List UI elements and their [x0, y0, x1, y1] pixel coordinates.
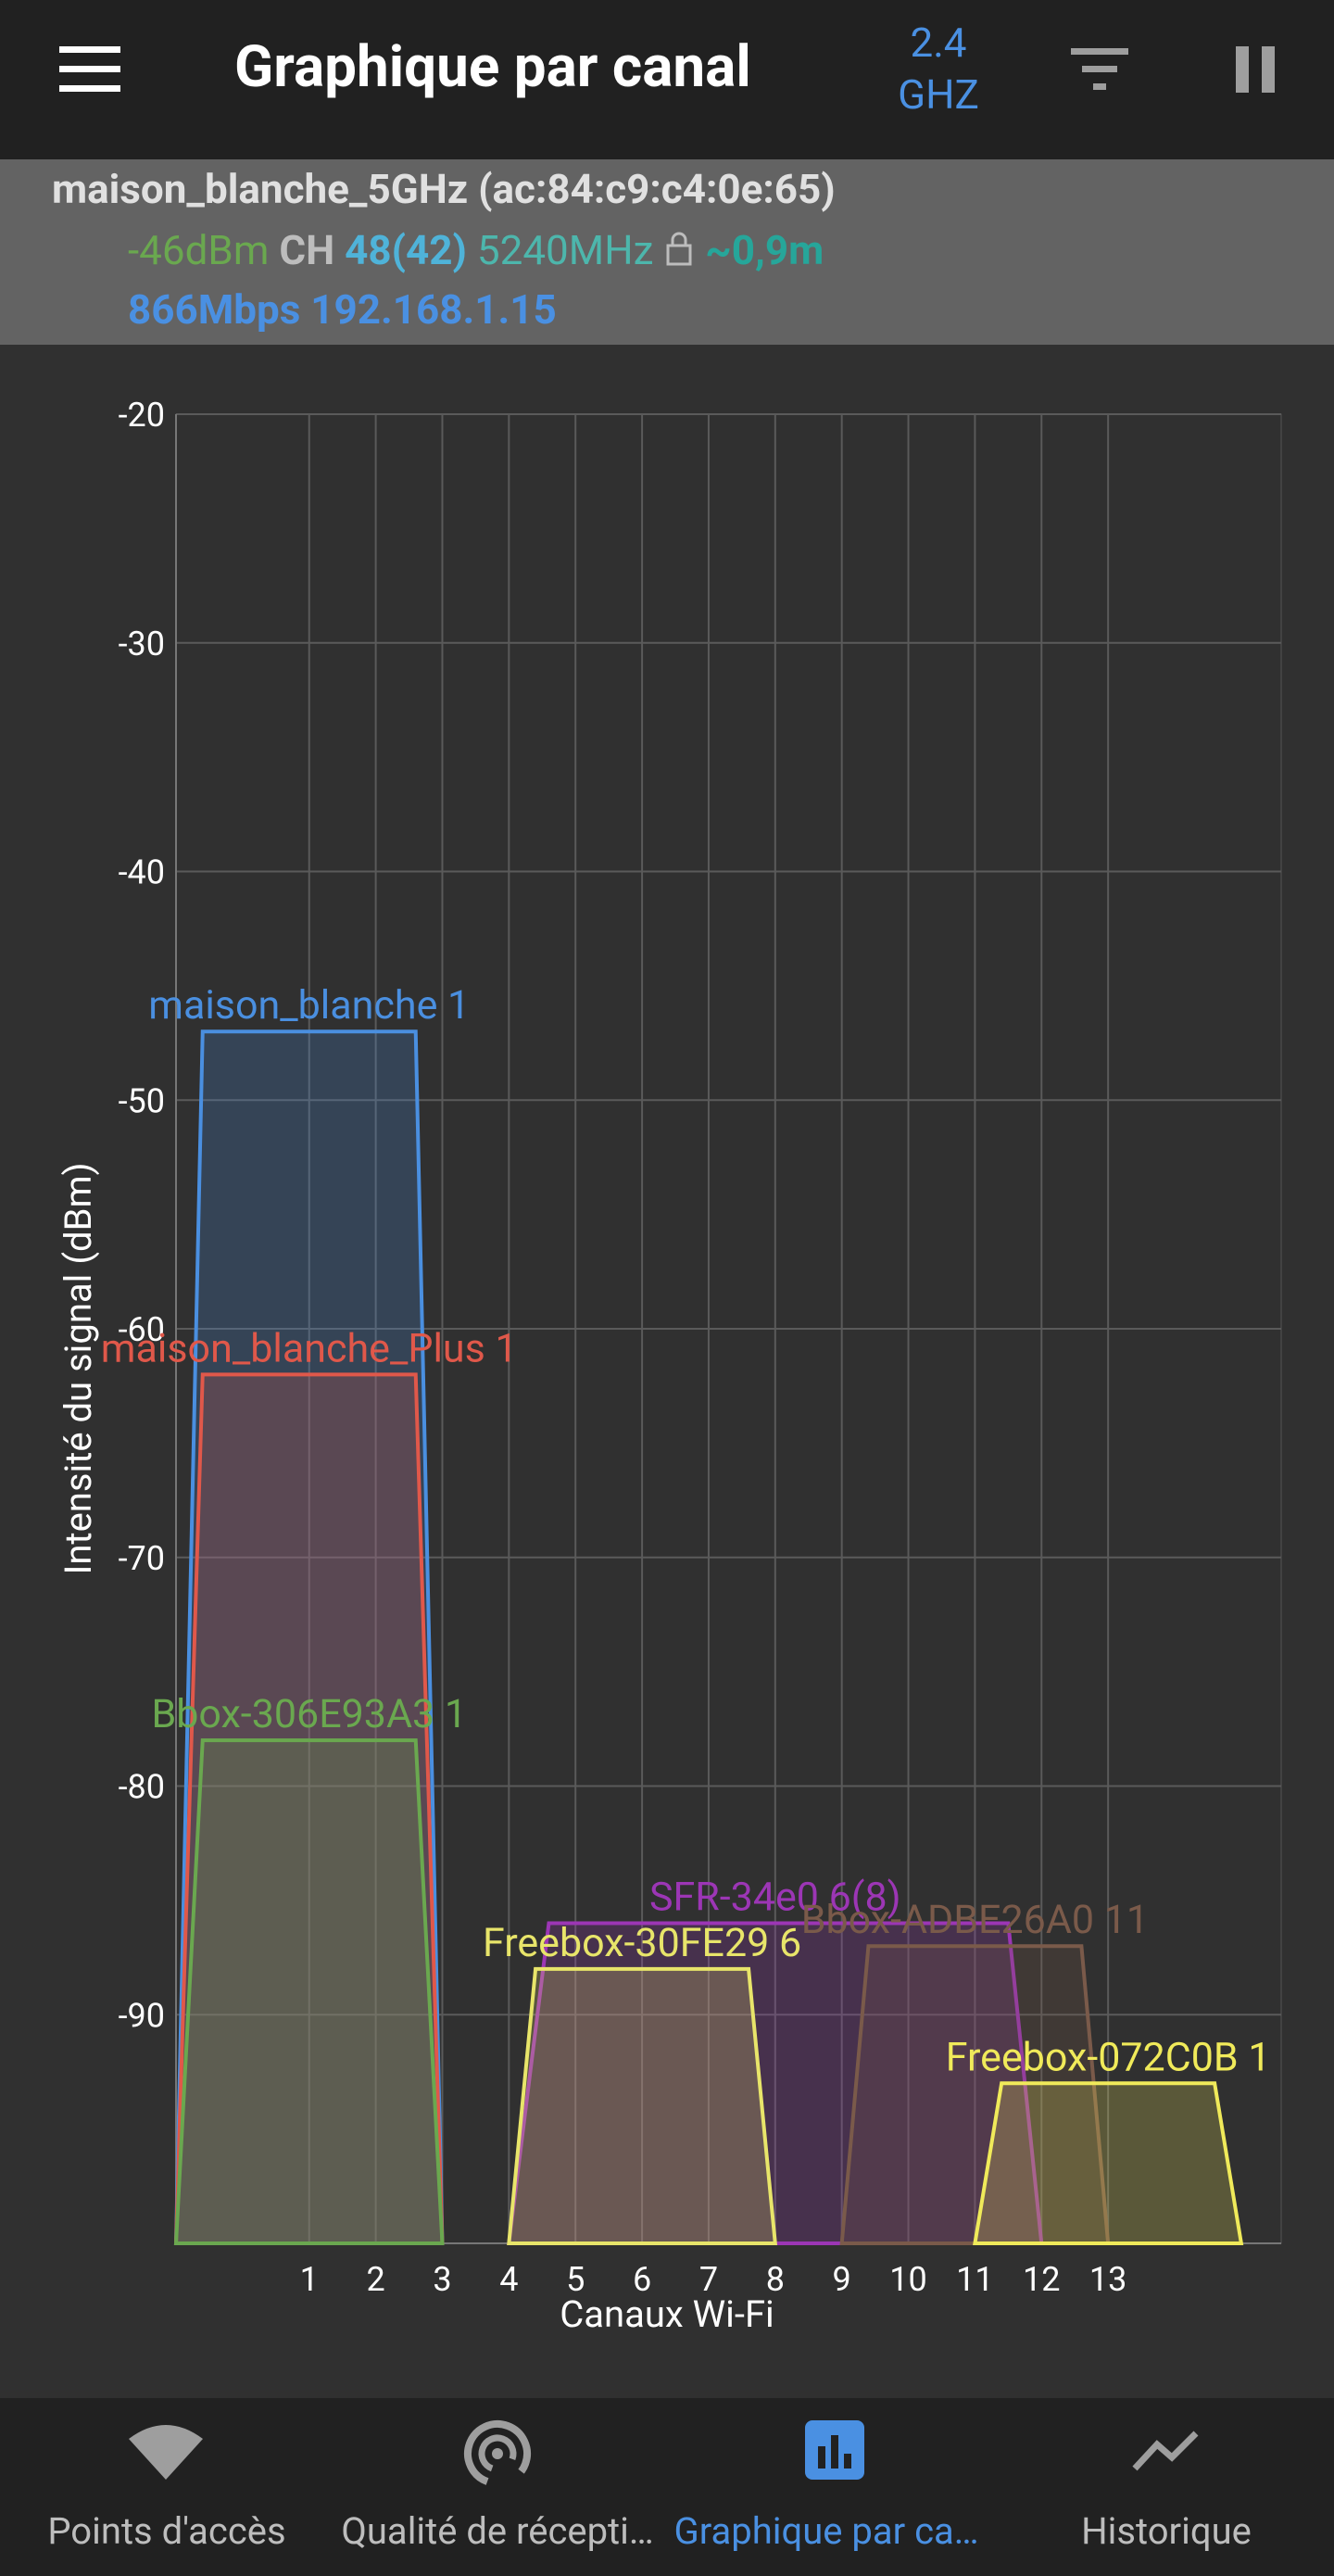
y-tick-label: -50: [119, 1081, 165, 1120]
y-tick-label: -40: [119, 853, 165, 892]
pause-icon[interactable]: [1228, 43, 1284, 98]
y-tick-label: -30: [119, 625, 165, 663]
frequency: 5240MHz: [476, 226, 654, 274]
chart: -20-30-40-50-60-70-80-901 2 3 4 5 6 7 8 9 10 11 12 1…: [57, 396, 1282, 2336]
wifi-icon: [129, 2425, 203, 2480]
band-unit: GHZ: [898, 70, 979, 119]
network-label: maison_blanche 1: [148, 982, 470, 1029]
speed-line: 866Mbps 192.168.1.15: [128, 285, 557, 334]
nav-item[interactable]: Qualité de récepti…: [341, 2509, 654, 2553]
x-tick-label: 6: [633, 2260, 651, 2299]
network-label: maison_blanche_Plus 1: [101, 1325, 518, 1371]
x-tick-label: 12: [1023, 2260, 1060, 2299]
y-tick-label: -20: [119, 396, 165, 435]
network-label: Freebox-072C0B 1: [946, 2034, 1271, 2080]
level: -46dBm: [128, 226, 270, 274]
network-label: Bbox-ADBE26A0 11: [801, 1897, 1149, 1943]
ch-label: CH: [279, 226, 335, 274]
band-toggle[interactable]: 2.4 GHZ: [885, 17, 992, 120]
channel: 48(42): [345, 226, 467, 274]
lock-icon: [666, 232, 692, 266]
x-tick-label: 4: [499, 2260, 518, 2299]
connection-info: maison_blanche_5GHz (ac:84:c9:c4:0e:65) …: [0, 159, 1334, 345]
network-label: Freebox-30FE29 6: [483, 1920, 801, 1966]
band-value: 2.4: [910, 19, 967, 67]
network-label: SFR-34e0 6(8): [649, 1875, 901, 1921]
details-line: -46dBm CH 48(42) 5240MHz ~0,9m: [128, 226, 824, 274]
x-tick-label: 10: [889, 2260, 926, 2299]
x-tick-label: 3: [433, 2260, 451, 2299]
bottom-nav: Points d'accès Qualité de récepti… Graph…: [0, 2398, 1334, 2576]
network-shape: [507, 1966, 778, 2245]
y-tick-label: -60: [119, 1310, 165, 1349]
y-tick-label: -90: [119, 1996, 165, 2035]
menu-icon[interactable]: [54, 43, 128, 98]
screen-title: Graphique par canal: [234, 33, 751, 101]
x-tick-label: 13: [1089, 2260, 1126, 2299]
x-tick-label: 8: [766, 2260, 785, 2299]
network-label: Bbox-306E93A3 1: [151, 1691, 467, 1737]
nav-item[interactable]: Historique: [1081, 2509, 1252, 2553]
y-tick-label: -80: [119, 1768, 165, 1807]
ssid: maison_blanche_5GHz (ac:84:c9:c4:0e:65): [52, 165, 836, 213]
speed: 866Mbps: [128, 285, 301, 334]
y-tick-label: -70: [119, 1539, 165, 1578]
nav-item[interactable]: Points d'accès: [47, 2509, 286, 2553]
distance: ~0,9m: [705, 226, 824, 274]
history-icon: [1132, 2431, 1199, 2471]
nav-item[interactable]: Graphique par ca…: [673, 2509, 979, 2553]
chart-icon: [805, 2420, 864, 2480]
x-tick-label: 9: [833, 2260, 851, 2299]
signal-icon: [464, 2420, 531, 2487]
x-tick-label: 2: [366, 2260, 384, 2299]
x-tick-label: 5: [566, 2260, 585, 2299]
network-shape: [973, 2081, 1244, 2245]
x-axis-title: Canaux Wi-Fi: [560, 2292, 774, 2336]
y-axis-title: Intensité du signal (dBm): [57, 1163, 100, 1575]
x-tick-label: 1: [300, 2260, 319, 2299]
filter-icon[interactable]: [1063, 43, 1138, 98]
ip: 192.168.1.15: [310, 285, 557, 334]
x-tick-label: 7: [699, 2260, 718, 2299]
x-tick-label: 11: [956, 2260, 993, 2299]
network-shape: [173, 1738, 445, 2245]
app-bar: Graphique par canal 2.4 GHZ: [0, 0, 1334, 159]
